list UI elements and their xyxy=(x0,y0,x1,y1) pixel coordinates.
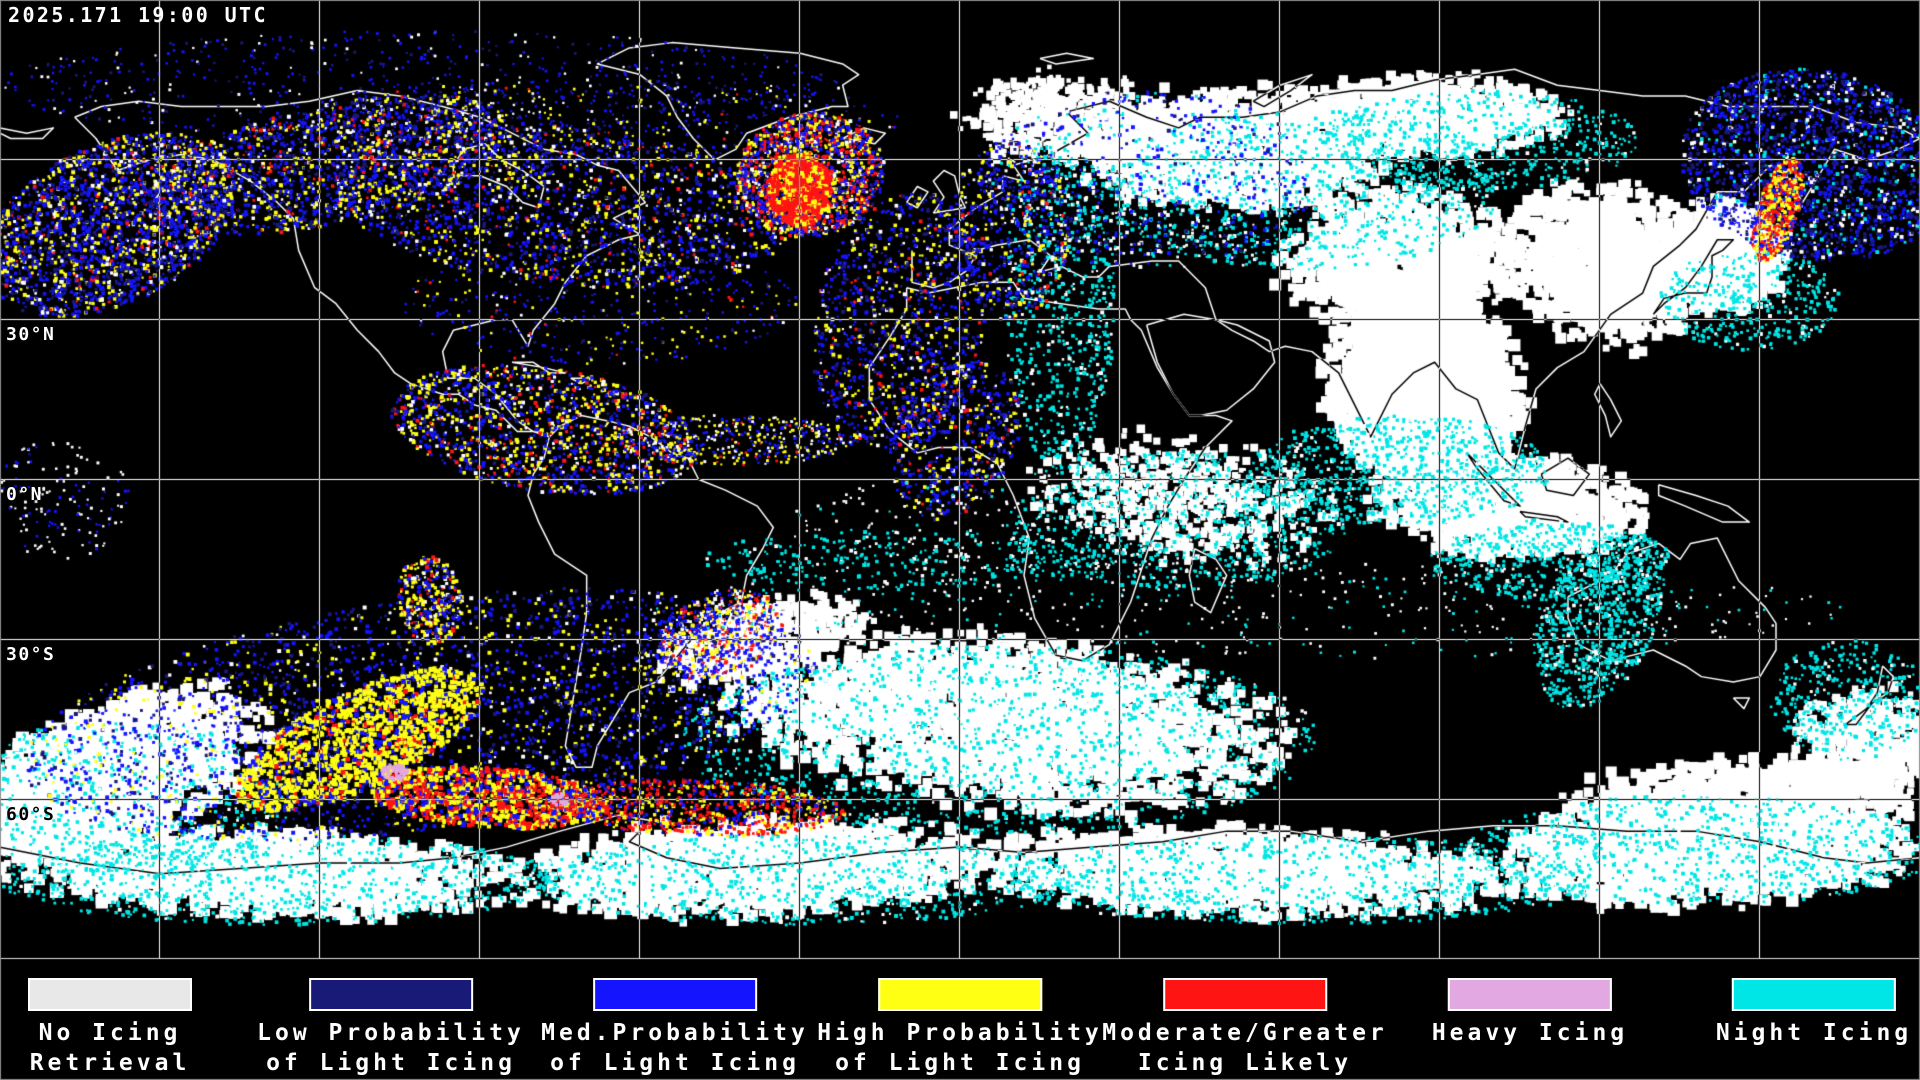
legend-swatch-med-probability xyxy=(593,978,757,1011)
legend-swatch-heavy-icing xyxy=(1447,978,1612,1011)
legend-swatch-low-probability xyxy=(309,978,473,1011)
legend-item-no-icing-retrieval: No Icing Retrieval xyxy=(28,959,192,1078)
legend: No Icing Retrieval Low Probability of Li… xyxy=(0,959,1920,1080)
legend-item-moderate-greater: Moderate/Greater Icing Likely xyxy=(1102,959,1388,1078)
legend-item-heavy-icing: Heavy Icing xyxy=(1432,959,1628,1048)
lat-label-30n: 30°N xyxy=(6,324,56,345)
legend-item-night-icing: Night Icing xyxy=(1716,959,1912,1048)
legend-label: of Light Icing xyxy=(266,1050,516,1076)
lat-label-0n: 0°N xyxy=(6,484,44,505)
legend-label: Icing Likely xyxy=(1137,1050,1353,1076)
legend-label: No Icing xyxy=(38,1020,182,1046)
lat-label-60s: 60°S xyxy=(6,804,56,825)
legend-label: Heavy Icing xyxy=(1431,1020,1629,1046)
legend-label: Low Probability xyxy=(257,1020,525,1046)
legend-item-high-probability: High Probability of Light Icing xyxy=(817,959,1103,1078)
legend-swatch-night-icing xyxy=(1731,978,1896,1011)
legend-label: High Probability xyxy=(817,1020,1103,1046)
legend-label: Night Icing xyxy=(1715,1020,1913,1046)
legend-label: Med.Probability xyxy=(541,1020,809,1046)
legend-swatch-no-icing-retrieval xyxy=(28,978,192,1011)
lat-label-30s: 30°S xyxy=(6,644,56,665)
legend-swatch-moderate-greater xyxy=(1163,978,1327,1011)
legend-label: Moderate/Greater xyxy=(1102,1020,1388,1046)
legend-label: of Light Icing xyxy=(550,1050,800,1076)
legend-swatch-high-probability xyxy=(878,978,1042,1011)
legend-item-med-probability: Med.Probability of Light Icing xyxy=(541,959,809,1078)
legend-label: Retrieval xyxy=(29,1050,191,1076)
legend-label: of Light Icing xyxy=(835,1050,1085,1076)
legend-item-low-probability: Low Probability of Light Icing xyxy=(257,959,525,1078)
timestamp: 2025.171 19:00 UTC xyxy=(8,3,268,27)
